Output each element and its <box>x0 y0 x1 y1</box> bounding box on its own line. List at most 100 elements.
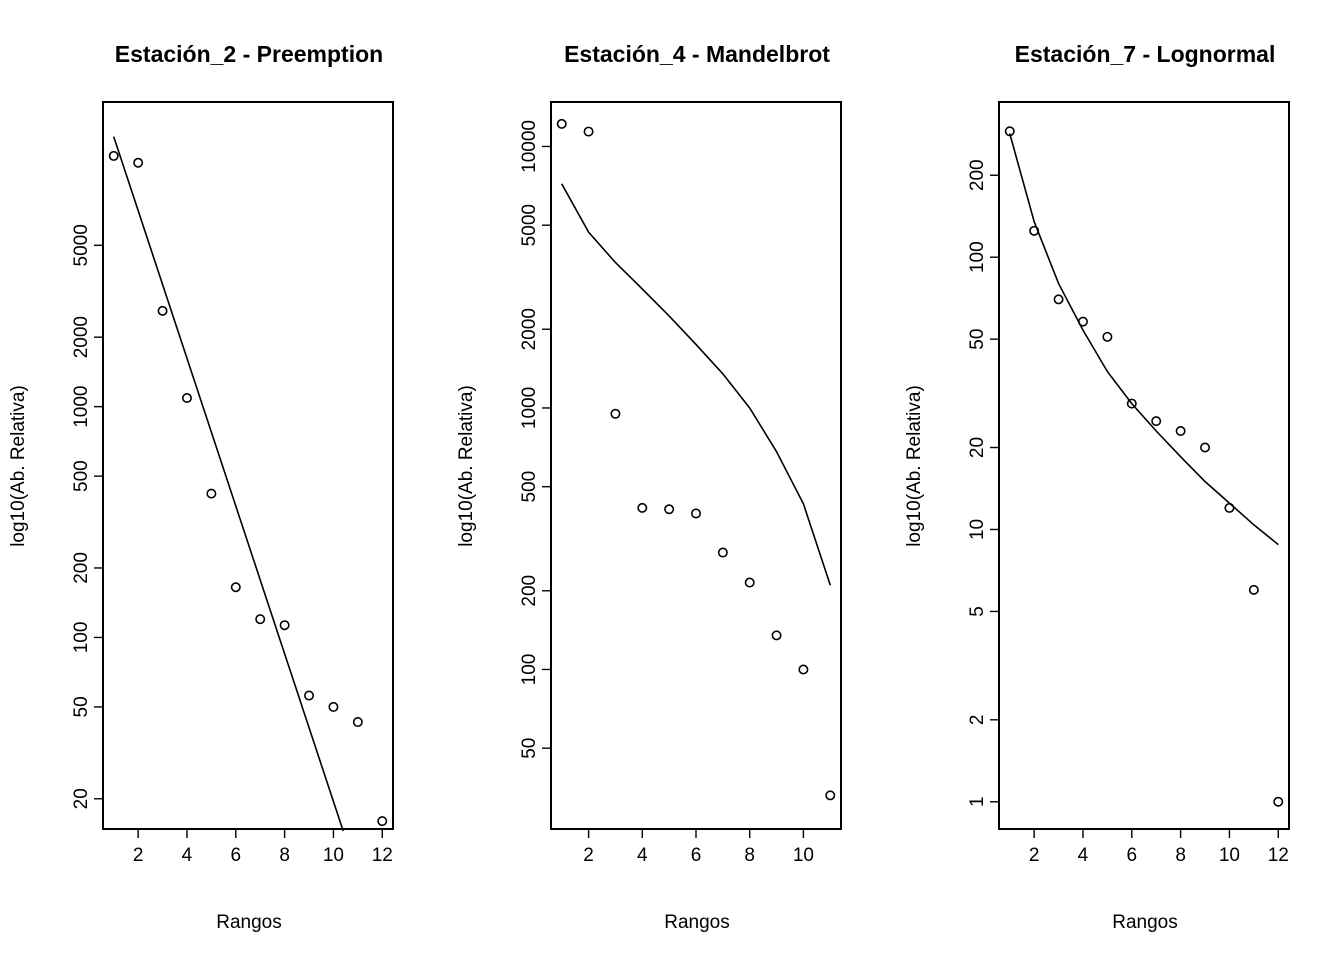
panel-2-y-tick-label: 5000 <box>519 204 540 246</box>
panel-1-data-point <box>255 614 266 625</box>
panel-2-y-tick-label: 2000 <box>519 308 540 350</box>
panel-1-data-point <box>108 150 119 161</box>
panel-2-x-axis: 2 4 6 8 10 <box>583 829 814 866</box>
panel-3-data-point <box>1126 398 1137 409</box>
panel-3-x-tick-label: 8 <box>1175 845 1186 866</box>
panel-2-x-tick-label: 8 <box>744 845 755 866</box>
panel-2-data-point <box>825 790 836 801</box>
panel-3-fit-layer <box>1008 133 1279 546</box>
panel-3-data-point <box>1077 316 1088 327</box>
panel-3-y-tick-label: 2 <box>967 715 988 726</box>
panel-1-data-point <box>157 305 168 316</box>
panel-1-x-tick-label: 4 <box>182 845 193 866</box>
panel-1-y-tick-label: 5000 <box>71 224 92 266</box>
panel-2-data-point <box>744 577 755 588</box>
panel-2-x-tick-label: 6 <box>691 845 702 866</box>
panel-3-y-tick-label: 20 <box>967 437 988 458</box>
panel-3-x-tick-label: 4 <box>1078 845 1089 866</box>
panel-2-x-tick-label: 2 <box>583 845 594 866</box>
panel-3-fit-line <box>1008 133 1279 546</box>
panel-2-data-point <box>771 630 782 641</box>
panel-3-x-tick-label: 10 <box>1219 845 1240 866</box>
panel-3-x-tick-label: 2 <box>1029 845 1040 866</box>
panel-3-xlabel: Rangos <box>1112 912 1178 933</box>
panel-1-x-tick-label: 2 <box>133 845 144 866</box>
panel-2: Estación_4 - Mandelbrot Rangos log10(Ab.… <box>456 41 842 933</box>
panel-2-plot-frame <box>550 101 842 830</box>
panel-1-x-tick-label: 12 <box>372 845 393 866</box>
panel-2-data-point <box>798 664 809 675</box>
panel-3-data-point <box>1004 126 1015 137</box>
panel-1-data-point <box>181 393 192 404</box>
panel-1-x-axis: 2 4 6 8 10 12 <box>133 829 393 866</box>
panel-3-ylabel: log10(Ab. Relativa) <box>904 385 925 547</box>
panel-2-data-point <box>637 502 648 513</box>
panel-1-y-tick-label: 100 <box>71 622 92 654</box>
panel-1: Estación_2 - Preemption Rangos log10(Ab.… <box>8 41 394 933</box>
panel-2-y-tick-label: 500 <box>519 471 540 503</box>
panel-3-title: Estación_7 - Lognormal <box>1015 41 1276 67</box>
panel-2-y-tick-label: 50 <box>519 738 540 759</box>
panel-2-y-tick-label: 10000 <box>519 120 540 173</box>
panel-1-y-tick-label: 1000 <box>71 386 92 428</box>
panel-2-data-point <box>556 118 567 129</box>
panel-3-x-axis: 2 4 6 8 10 12 <box>1029 829 1289 866</box>
panel-3-data-point <box>1200 442 1211 453</box>
panel-3-y-tick-label: 100 <box>967 241 988 273</box>
panel-2-data-point <box>690 508 701 519</box>
panel-1-ylabel: log10(Ab. Relativa) <box>8 385 29 547</box>
panel-1-data-point <box>377 816 388 827</box>
panel-3-data-point <box>1102 331 1113 342</box>
panel-3-points-layer <box>1004 126 1284 807</box>
panel-1-y-tick-label: 50 <box>71 696 92 717</box>
panel-1-plot-frame <box>102 101 394 830</box>
panel-3-data-point <box>1224 502 1235 513</box>
panel-2-fit-line <box>561 183 832 586</box>
panel-3-plot-frame <box>998 101 1290 830</box>
panel-1-y-tick-label: 500 <box>71 460 92 492</box>
panel-1-xlabel: Rangos <box>216 912 282 933</box>
panel-2-title: Estación_4 - Mandelbrot <box>564 41 830 67</box>
panel-3-data-point <box>1273 796 1284 807</box>
panel-3-data-point <box>1175 425 1186 436</box>
panel-1-x-tick-label: 8 <box>279 845 290 866</box>
panel-1-x-tick-label: 10 <box>323 845 344 866</box>
panel-2-data-point <box>664 504 675 515</box>
panel-3-y-tick-label: 5 <box>967 606 988 617</box>
panel-2-x-tick-label: 4 <box>637 845 648 866</box>
panel-1-data-point <box>352 717 363 728</box>
panel-2-y-axis: 50 100 200 500 1000 2000 5000 10000 <box>519 120 551 759</box>
panel-1-data-point <box>279 620 290 631</box>
panel-3: Estación_7 - Lognormal Rangos log10(Ab. … <box>904 41 1290 933</box>
panel-1-y-tick-label: 2000 <box>71 316 92 358</box>
panel-2-y-tick-label: 100 <box>519 654 540 686</box>
panel-2-xlabel: Rangos <box>664 912 730 933</box>
panel-1-y-tick-label: 200 <box>71 552 92 584</box>
panel-3-y-axis: 1 2 5 10 20 50 100 200 <box>967 159 999 807</box>
panel-3-data-point <box>1151 416 1162 427</box>
panel-2-fit-layer <box>561 183 832 586</box>
panel-1-points-layer <box>108 150 388 827</box>
panel-3-x-tick-label: 6 <box>1127 845 1138 866</box>
panel-1-title: Estación_2 - Preemption <box>115 41 383 67</box>
panel-1-data-point <box>230 582 241 593</box>
panel-1-y-axis: 20 50 100 200 500 1000 2000 5000 <box>71 224 103 809</box>
panel-1-data-point <box>328 701 339 712</box>
panel-1-data-point <box>304 690 315 701</box>
panel-2-ylabel: log10(Ab. Relativa) <box>456 385 477 547</box>
panel-2-y-tick-label: 200 <box>519 575 540 607</box>
panel-1-y-tick-label: 20 <box>71 788 92 809</box>
panel-2-x-tick-label: 10 <box>793 845 814 866</box>
panel-2-data-point <box>610 408 621 419</box>
panel-1-x-tick-label: 6 <box>231 845 242 866</box>
panel-1-fit-layer <box>112 136 344 832</box>
panel-3-y-tick-label: 200 <box>967 159 988 191</box>
panel-3-x-tick-label: 12 <box>1268 845 1289 866</box>
panel-2-y-tick-label: 1000 <box>519 387 540 429</box>
panel-3-data-point <box>1248 584 1259 595</box>
panel-3-data-point <box>1029 225 1040 236</box>
panel-1-data-point <box>133 157 144 168</box>
panel-3-data-point <box>1053 294 1064 305</box>
panel-3-y-tick-label: 10 <box>967 519 988 540</box>
